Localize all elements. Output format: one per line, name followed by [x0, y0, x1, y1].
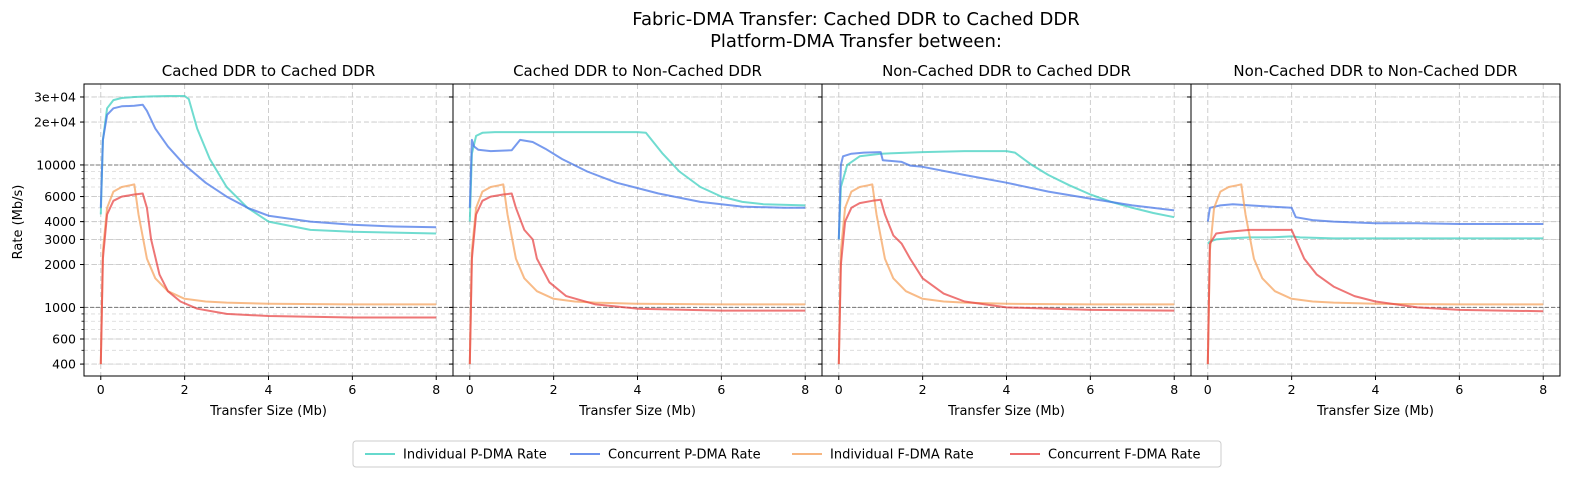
y-tick-label: 4000 — [44, 214, 76, 229]
series-line-concurrent-f-dma-rate — [99, 192, 437, 365]
x-axis-label: Transfer Size (Mb) — [1316, 404, 1434, 419]
series-group — [1206, 183, 1544, 365]
x-tick-label: 0 — [97, 382, 105, 397]
x-tick-label: 6 — [1086, 382, 1094, 397]
panel-title: Non-Cached DDR to Cached DDR — [882, 62, 1131, 80]
legend-item-concurrent-p-dma-rate: Concurrent P-DMA Rate — [570, 448, 761, 463]
x-tick-label: 0 — [1204, 382, 1212, 397]
x-tick-label: 8 — [1170, 382, 1178, 397]
panel-3: Non-Cached DDR to Cached DDR 0 2 4 6 8 Transfe… — [818, 62, 1192, 419]
y-tick-label: 3000 — [44, 232, 76, 247]
x-tick-label: 4 — [1003, 382, 1011, 397]
x-tick-label: 2 — [550, 382, 558, 397]
series-group — [837, 150, 1175, 365]
series-group — [468, 131, 806, 365]
series-line-individual-p-dma-rate — [468, 131, 806, 222]
x-tick-label: 8 — [801, 382, 809, 397]
series-line-concurrent-p-dma-rate — [837, 151, 1175, 240]
x-axis-label: Transfer Size (Mb) — [947, 404, 1065, 419]
y-tick-label: 600 — [52, 332, 76, 347]
chart-panels: Cached DDR to Cached DDR 0 2 4 6 8 Transfer Si… — [34, 62, 1561, 419]
x-tick-label: 6 — [1455, 382, 1463, 397]
x-tick-label: 4 — [634, 382, 642, 397]
x-tick-label: 0 — [835, 382, 843, 397]
legend: Individual P-DMA Rate Concurrent P-DMA Ra… — [352, 440, 1222, 468]
series-group — [99, 95, 437, 365]
series-line-individual-f-dma-rate — [99, 183, 437, 365]
x-tick-label: 2 — [1288, 382, 1296, 397]
series-line-concurrent-p-dma-rate — [99, 103, 437, 229]
x-tick-label: 8 — [1539, 382, 1547, 397]
y-tick-label: 10000 — [36, 157, 76, 172]
series-line-individual-p-dma-rate — [99, 95, 437, 235]
legend-item-individual-p-dma-rate: Individual P-DMA Rate — [365, 448, 547, 463]
y-tick-label: 2e+04 — [34, 115, 76, 130]
series-line-individual-f-dma-rate — [468, 183, 806, 365]
x-axis-label: Transfer Size (Mb) — [209, 404, 327, 419]
legend-item-concurrent-f-dma-rate: Concurrent F-DMA Rate — [1010, 448, 1201, 463]
x-tick-label: 2 — [919, 382, 927, 397]
x-tick-label: 6 — [348, 382, 356, 397]
series-line-concurrent-f-dma-rate — [1206, 228, 1544, 365]
x-tick-label: 0 — [466, 382, 474, 397]
panel-title: Cached DDR to Cached DDR — [162, 62, 376, 80]
series-line-individual-f-dma-rate — [837, 183, 1175, 365]
series-line-concurrent-p-dma-rate — [1206, 203, 1544, 225]
y-tick-label: 400 — [52, 357, 76, 372]
x-tick-label: 6 — [717, 382, 725, 397]
series-line-concurrent-f-dma-rate — [468, 192, 806, 365]
panel-2: Cached DDR to Non-Cached DDR 0 2 4 6 8 Transfe… — [449, 62, 823, 419]
x-tick-label: 2 — [181, 382, 189, 397]
legend-label: Individual P-DMA Rate — [403, 448, 547, 463]
legend-label: Concurrent P-DMA Rate — [608, 448, 761, 463]
x-tick-label: 4 — [1372, 382, 1380, 397]
series-line-individual-p-dma-rate — [1207, 235, 1544, 245]
y-tick-label: 3e+04 — [34, 89, 76, 104]
y-axis-label: Rate (Mb/s) — [11, 185, 26, 260]
legend-label: Concurrent F-DMA Rate — [1048, 448, 1201, 463]
legend-label: Individual F-DMA Rate — [830, 448, 974, 463]
series-line-concurrent-f-dma-rate — [837, 198, 1175, 365]
panel-title: Non-Cached DDR to Non-Cached DDR — [1233, 62, 1517, 80]
x-axis-label: Transfer Size (Mb) — [578, 404, 696, 419]
y-tick-label: 2000 — [44, 257, 76, 272]
suptitle-line1: Fabric-DMA Transfer: Cached DDR to Cache… — [632, 9, 1079, 30]
panel-4: Non-Cached DDR to Non-Cached DDR 0 2 4 6 8 Tra… — [1187, 62, 1561, 419]
series-line-individual-f-dma-rate — [1206, 183, 1544, 365]
y-tick-label: 6000 — [44, 189, 76, 204]
legend-frame — [352, 440, 1222, 468]
x-tick-label: 8 — [432, 382, 440, 397]
y-tick-label: 1000 — [44, 300, 76, 315]
x-tick-label: 4 — [265, 382, 273, 397]
suptitle-line2: Platform-DMA Transfer between: — [710, 31, 1002, 52]
series-line-concurrent-p-dma-rate — [468, 138, 806, 209]
legend-item-individual-f-dma-rate: Individual F-DMA Rate — [792, 448, 974, 463]
panel-title: Cached DDR to Non-Cached DDR — [513, 62, 762, 80]
panel-1: Cached DDR to Cached DDR 0 2 4 6 8 Transfer Si… — [34, 62, 454, 419]
